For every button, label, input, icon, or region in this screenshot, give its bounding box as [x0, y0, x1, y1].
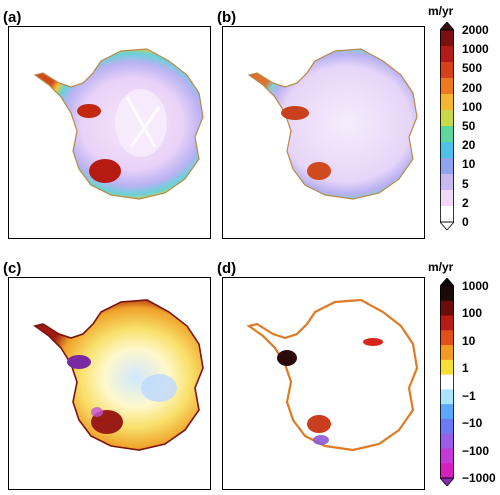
- colorbar-bottom-swatch: [440, 418, 454, 435]
- colorbar-top-tick-label: 100: [462, 99, 483, 114]
- colorbar-bottom: [439, 277, 455, 487]
- colorbar-bottom-swatch: [440, 330, 454, 346]
- colorbar-bottom-swatch: [440, 359, 454, 376]
- colorbar-bottom-unit: m/yr: [428, 260, 454, 274]
- colorbar-top-swatch: [440, 94, 454, 111]
- ice-shelf-ronne-c: [67, 355, 91, 369]
- colorbar-bottom-swatch: [440, 300, 454, 317]
- colorbar-bottom-swatch: [440, 404, 454, 420]
- ice-shelf-ronne-d: [277, 350, 297, 366]
- colorbar-top-swatch: [440, 190, 454, 207]
- colorbar-top-tick-label: 50: [462, 119, 476, 133]
- colorbar-bottom-tick-label: 1000: [462, 279, 489, 293]
- colorbar-top-top-arrow: [439, 21, 455, 31]
- ice-shelf-ronne-b: [281, 106, 309, 120]
- colorbar-top-swatch: [440, 62, 454, 79]
- colorbar-top-bottom-arrow: [439, 221, 455, 231]
- colorbar-bottom-swatch: [440, 374, 454, 390]
- panel-label-b: (b): [216, 9, 238, 26]
- colorbar-bottom-tick-label: −10: [462, 416, 483, 431]
- map-antarctica-c: [33, 299, 204, 451]
- colorbar-bottom-swatch: [440, 463, 454, 479]
- colorbar-bottom-swatch: [440, 315, 454, 331]
- panel-b: (b): [216, 10, 425, 239]
- colorbar-bottom-tick-label: −1: [462, 388, 476, 403]
- colorbar-bottom-tick-label: 10: [462, 333, 476, 348]
- colorbar-top-swatch: [440, 158, 454, 175]
- colorbar-bottom-top-arrow: [439, 277, 455, 287]
- colorbar-top-swatch: [440, 206, 454, 223]
- panel-d: (d): [216, 261, 425, 490]
- colorbar-bottom-tick-label: 1: [462, 361, 469, 376]
- colorbar-top: [439, 21, 455, 231]
- colorbar-bottom-tick-label: −1000: [462, 471, 496, 485]
- panel-label-c: (c): [2, 260, 23, 277]
- colorbar-top-tick-label: 5: [462, 176, 469, 191]
- colorbar-top-tick-label: 1000: [462, 42, 489, 57]
- panel-label-d: (d): [216, 260, 238, 277]
- colorbar-top-tick-label: 500: [462, 61, 483, 76]
- ice-shelf-ross-a: [89, 159, 121, 183]
- map-antarctica-b: [247, 48, 418, 200]
- colorbar-bottom-tick-label: 100: [462, 306, 483, 321]
- colorbar-top-tick-label: 0: [462, 215, 469, 229]
- colorbar-bottom-swatch: [440, 389, 454, 405]
- colorbar-top-tick-label: 2: [462, 195, 469, 210]
- colorbar-top-swatch: [440, 30, 454, 47]
- panel-c: (c): [2, 261, 211, 490]
- colorbar-top-tick-label: 20: [462, 138, 476, 153]
- colorbar-top-swatch: [440, 174, 454, 191]
- colorbar-bottom-tick-label: −100: [462, 443, 490, 458]
- colorbar-top-svg: [439, 21, 455, 231]
- ice-shelf-ross-b: [307, 162, 331, 180]
- panel-label-a: (a): [2, 9, 23, 26]
- colorbar-top-swatch: [440, 78, 454, 95]
- panel-a: (a): [2, 10, 211, 239]
- colorbar-top-swatch: [440, 46, 454, 63]
- colorbar-top-tick-label: 200: [462, 80, 483, 95]
- map-antarctica-d: [246, 298, 419, 452]
- colorbar-bottom-svg: [439, 277, 455, 487]
- colorbar-bottom-swatch: [440, 345, 454, 361]
- ice-shelf-ronne-a: [77, 104, 101, 118]
- colorbar-bottom-swatch: [440, 448, 454, 464]
- colorbar-top-unit: m/yr: [428, 4, 454, 18]
- map-antarctica-a: [33, 48, 204, 200]
- colorbar-top-swatch: [440, 142, 454, 159]
- colorbar-top-tick-label: 10: [462, 157, 476, 172]
- colorbar-top-swatch: [440, 110, 454, 127]
- ice-shelf-ross-d: [307, 415, 331, 433]
- colorbar-bottom-swatch: [440, 433, 454, 449]
- colorbar-bottom-bottom-arrow: [439, 477, 455, 487]
- colorbar-top-swatch: [440, 126, 454, 143]
- colorbar-bottom-swatch: [440, 286, 454, 302]
- colorbar-top-tick-label: 2000: [462, 23, 489, 37]
